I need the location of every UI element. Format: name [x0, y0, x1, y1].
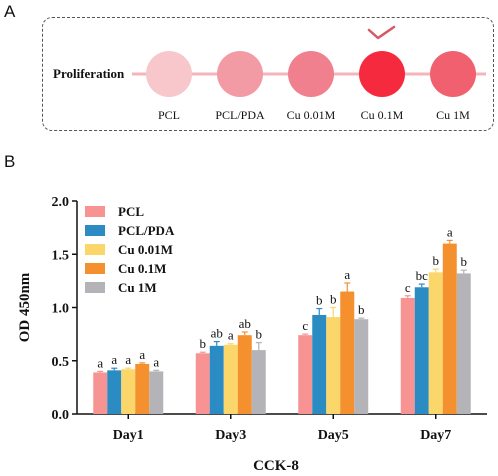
significance-letter: bc	[416, 268, 429, 283]
proliferation-label: Proliferation	[53, 66, 125, 81]
bar-day5-s2	[326, 317, 341, 414]
x-axis-title: CCK-8	[253, 458, 299, 474]
legend-label: PCL/PDA	[118, 223, 175, 238]
circle-label: Cu 1M	[436, 108, 470, 122]
significance-letter: a	[125, 352, 131, 367]
bar-day3-s0	[195, 353, 210, 414]
panel-a-letter: A	[4, 2, 16, 21]
proliferation-panel	[42, 17, 494, 131]
circle-pcl	[146, 51, 192, 97]
bar-day7-s4	[456, 273, 471, 414]
bar-day1-s1	[107, 370, 122, 414]
circle-cu-0-1m	[359, 51, 405, 97]
bar-day7-s1	[414, 287, 429, 414]
significance-letter: a	[447, 224, 453, 239]
significance-letter: a	[228, 328, 234, 343]
x-tick-label: Day3	[215, 428, 246, 443]
significance-letter: a	[344, 267, 350, 282]
significance-letter: ab	[211, 326, 223, 341]
bar-day5-s4	[354, 319, 369, 414]
bar-day3-s2	[223, 344, 238, 414]
significance-letter: ab	[239, 316, 251, 331]
bar-day5-s1	[312, 314, 327, 414]
y-tick-label: 1.0	[52, 302, 70, 317]
legend-label: Cu 0.01M	[118, 242, 173, 257]
y-axis-label: OD 450nm	[17, 272, 33, 342]
bar-day1-s0	[93, 372, 108, 414]
significance-letter: b	[200, 336, 207, 351]
y-tick-label: 2.0	[52, 195, 70, 210]
legend-swatch	[85, 263, 105, 274]
circle-label: Cu 0.01M	[287, 108, 336, 122]
bar-day7-s3	[442, 243, 457, 414]
circle-pcl-pda	[217, 51, 263, 97]
significance-letter: b	[316, 293, 323, 308]
checkmark-icon	[367, 25, 396, 40]
x-tick-label: Day5	[318, 428, 349, 443]
y-tick-label: 0.0	[52, 408, 70, 423]
legend-swatch	[85, 282, 105, 293]
bar-day5-s3	[340, 291, 355, 414]
bar-day1-s2	[121, 369, 136, 414]
circle-label: PCL/PDA	[215, 108, 265, 122]
x-tick-label: Day7	[420, 428, 451, 443]
significance-letter: b	[256, 327, 263, 342]
legend-label: Cu 0.1M	[118, 261, 166, 276]
bar-day3-s4	[251, 350, 266, 414]
significance-letter: a	[97, 355, 103, 370]
legend-label: Cu 1M	[118, 280, 157, 295]
significance-letter: b	[358, 302, 365, 317]
significance-letter: a	[139, 347, 145, 362]
circle-label: Cu 0.1M	[361, 108, 404, 122]
bar-day5-s0	[298, 335, 313, 414]
significance-letter: c	[302, 318, 308, 333]
panel-b-letter: B	[4, 152, 16, 171]
x-tick-label: Day1	[113, 428, 144, 443]
bar-day7-s2	[428, 272, 443, 414]
circle-label: PCL	[158, 108, 180, 122]
legend-swatch	[85, 225, 105, 236]
legend-swatch	[85, 206, 105, 217]
y-tick-label: 0.5	[52, 355, 70, 370]
significance-letter: b	[461, 254, 468, 269]
legend-swatch	[85, 244, 105, 255]
significance-letter: b	[330, 292, 337, 307]
significance-letter: b	[433, 253, 440, 268]
y-tick-label: 1.5	[52, 248, 70, 263]
circle-cu-0-01m	[288, 51, 334, 97]
circle-cu-1m	[430, 51, 476, 97]
bar-day1-s4	[149, 371, 164, 414]
legend-label: PCL	[118, 204, 144, 219]
bar-day3-s3	[237, 335, 252, 414]
bar-day3-s1	[209, 345, 224, 414]
significance-letter: a	[111, 352, 117, 367]
proliferation-diagram: Proliferation PCL PCL/PDA Cu 0.01M Cu 0.1M Cu…	[53, 25, 486, 122]
significance-letter: c	[405, 280, 411, 295]
bar-day1-s3	[135, 363, 150, 414]
significance-letter: a	[153, 354, 159, 369]
bar-day7-s0	[400, 297, 415, 414]
